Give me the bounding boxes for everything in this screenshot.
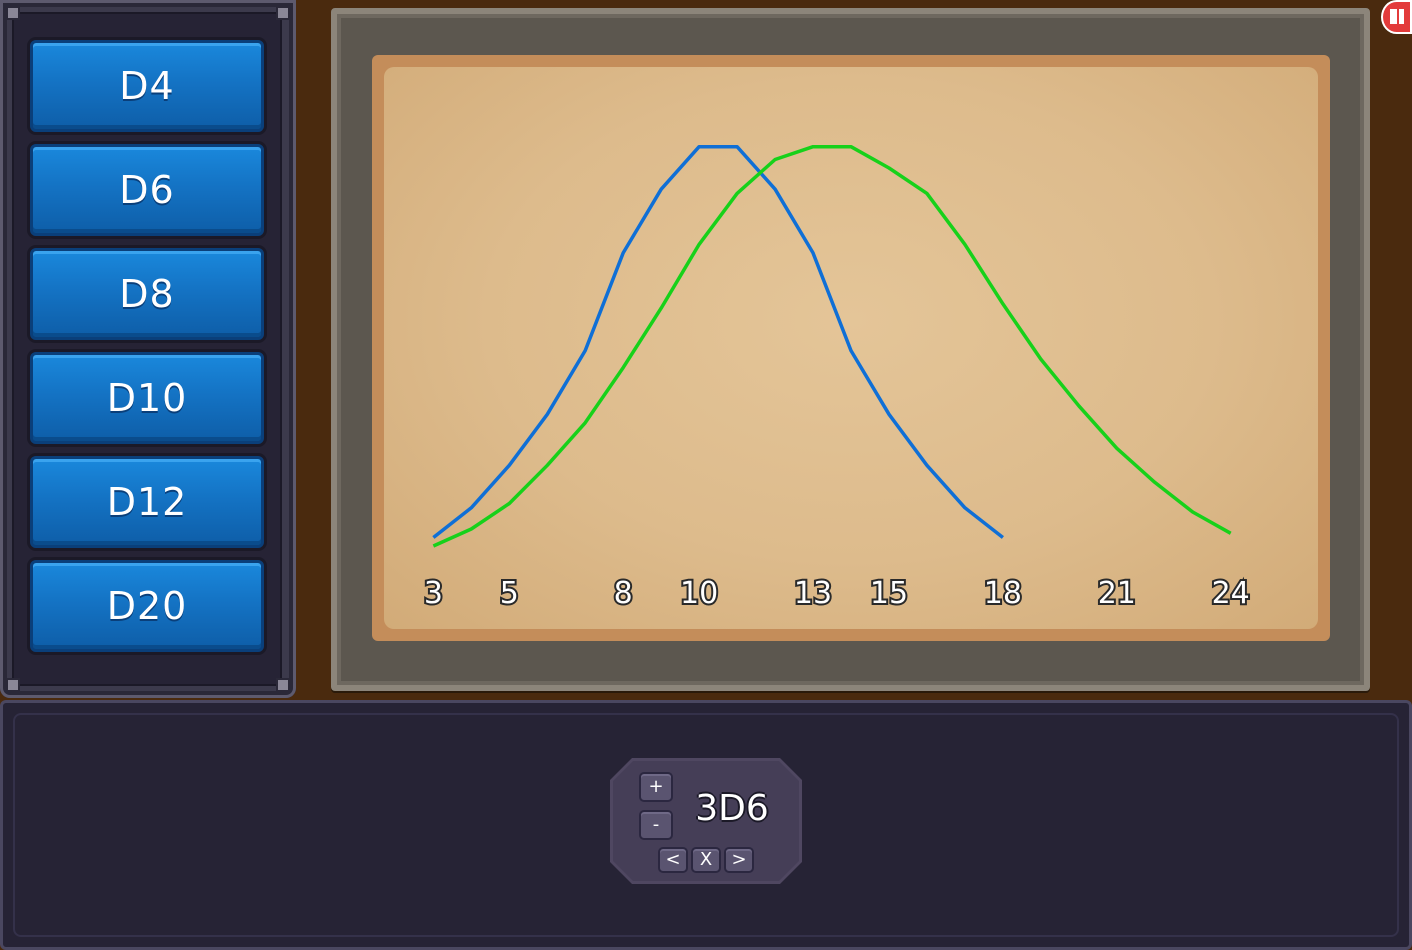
d6-button[interactable]: D6 bbox=[30, 144, 264, 236]
previous-die-button[interactable]: < bbox=[658, 847, 688, 873]
dice-pool-panel-inner bbox=[13, 713, 1399, 937]
panel-rivet-icon bbox=[6, 6, 20, 20]
d4-button[interactable]: D4 bbox=[30, 40, 264, 132]
parchment-background bbox=[372, 55, 1330, 641]
dice-expression: 3D6 bbox=[695, 788, 769, 829]
next-die-button[interactable]: > bbox=[724, 847, 754, 873]
increase-count-button[interactable]: + bbox=[639, 772, 673, 802]
panel-rivet-icon bbox=[6, 678, 20, 692]
d20-button[interactable]: D20 bbox=[30, 560, 264, 652]
panel-rivet-icon bbox=[276, 678, 290, 692]
decrease-count-button[interactable]: - bbox=[639, 810, 673, 840]
exit-button[interactable] bbox=[1381, 0, 1412, 34]
d10-button[interactable]: D10 bbox=[30, 352, 264, 444]
exit-door-icon bbox=[1390, 9, 1404, 24]
parchment-surface bbox=[384, 67, 1318, 629]
d12-button[interactable]: D12 bbox=[30, 456, 264, 548]
d8-button[interactable]: D8 bbox=[30, 248, 264, 340]
remove-die-button[interactable]: X bbox=[691, 847, 721, 873]
panel-rivet-icon bbox=[276, 6, 290, 20]
